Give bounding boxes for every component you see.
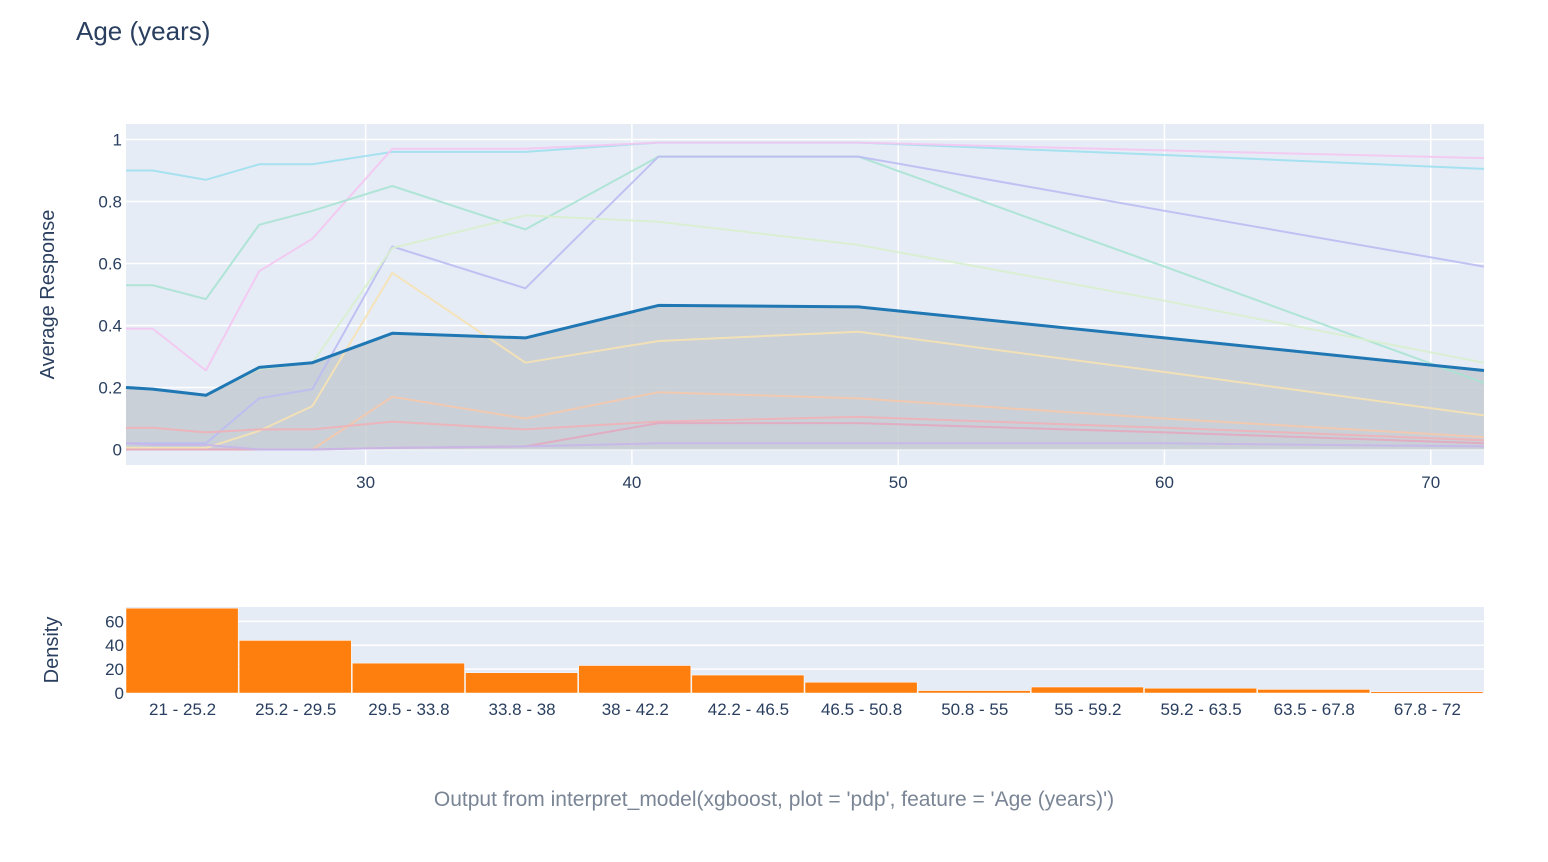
histogram-category-labels: 21 - 25.2 25.2 - 29.5 29.5 - 33.8 33.8 - 38… (149, 700, 1461, 719)
x-tick-label: 40 (622, 473, 641, 492)
y-tick-label: 0.8 (98, 193, 122, 212)
histogram-bar (1031, 686, 1144, 694)
ice-line-4 (126, 155, 1485, 445)
x-tick-label: 30 (356, 473, 375, 492)
ice-line-10 (125, 442, 1485, 451)
histogram-bar (125, 607, 239, 694)
ice-line-1 (126, 141, 1485, 181)
ice-line-6 (126, 271, 1485, 449)
histogram-bar (917, 690, 1031, 694)
histogram-category-label: 59.2 - 63.5 (1160, 700, 1241, 719)
figure-caption: Output from interpret_model(xgboost, plo… (433, 788, 1115, 811)
ice-line-8 (126, 415, 1485, 442)
histogram-bar (465, 672, 578, 694)
histogram-bar (804, 682, 918, 694)
histogram-bar (578, 665, 692, 694)
chart-title: Age (years) (76, 16, 211, 46)
histogram-bar (1144, 687, 1257, 694)
x-tick-label: 60 (1155, 473, 1174, 492)
y-tick-label: 0.2 (98, 379, 122, 398)
ice-line-3 (126, 155, 1485, 384)
histogram-bars (125, 607, 1484, 694)
histogram-y-tick-label: 0 (115, 684, 124, 703)
histogram-bar (1257, 689, 1371, 694)
histogram-bar (352, 662, 465, 694)
histogram-panel: 0 20 40 60 21 - 25.2 25.2 - 29.5 29.5 - 33.8 3… (41, 607, 1484, 719)
line-y-tick-labels: 0 0.2 0.4 0.6 0.8 1 (98, 131, 122, 460)
histogram-category-label: 29.5 - 33.8 (368, 700, 449, 719)
average-response-line (125, 303, 1485, 397)
histogram-y-tick-label: 40 (105, 636, 124, 655)
histogram-y-tick-labels: 0 20 40 60 (105, 612, 124, 703)
pdp-figure: 0 0.2 0.4 0.6 0.8 1 30 40 50 60 70 Average Respon… (37, 124, 1485, 719)
histogram-y-tick-label: 60 (105, 612, 124, 631)
histogram-category-label: 42.2 - 46.5 (708, 700, 789, 719)
y-tick-label: 0 (113, 441, 122, 460)
average-response-area (126, 305, 1484, 450)
line-panel: 0 0.2 0.4 0.6 0.8 1 30 40 50 60 70 Average Respon… (37, 124, 1485, 492)
ice-line-2 (126, 141, 1485, 372)
x-tick-label: 50 (889, 473, 908, 492)
line-series-group (125, 141, 1485, 451)
histogram-category-label: 55 - 59.2 (1054, 700, 1121, 719)
histogram-category-label: 67.8 - 72 (1394, 700, 1461, 719)
histogram-category-label: 46.5 - 50.8 (821, 700, 902, 719)
histogram-category-label: 38 - 42.2 (602, 700, 669, 719)
histogram-category-label: 63.5 - 67.8 (1274, 700, 1355, 719)
line-x-tick-labels: 30 40 50 60 70 (356, 473, 1440, 492)
histogram-category-label: 21 - 25.2 (149, 700, 216, 719)
y-tick-label: 0.4 (98, 317, 122, 336)
y-tick-label: 1 (113, 131, 122, 150)
histogram-category-label: 33.8 - 38 (489, 700, 556, 719)
histogram-category-label: 25.2 - 29.5 (255, 700, 336, 719)
histogram-bar (238, 640, 352, 694)
histogram-category-label: 50.8 - 55 (941, 700, 1008, 719)
y-tick-label: 0.6 (98, 255, 122, 274)
histogram-bar (691, 674, 805, 694)
histogram-bar (1370, 691, 1484, 694)
y-axis-label: Average Response (37, 210, 59, 380)
x-tick-label: 70 (1421, 473, 1440, 492)
histogram-y-tick-label: 20 (105, 660, 124, 679)
density-axis-label: Density (41, 617, 63, 684)
